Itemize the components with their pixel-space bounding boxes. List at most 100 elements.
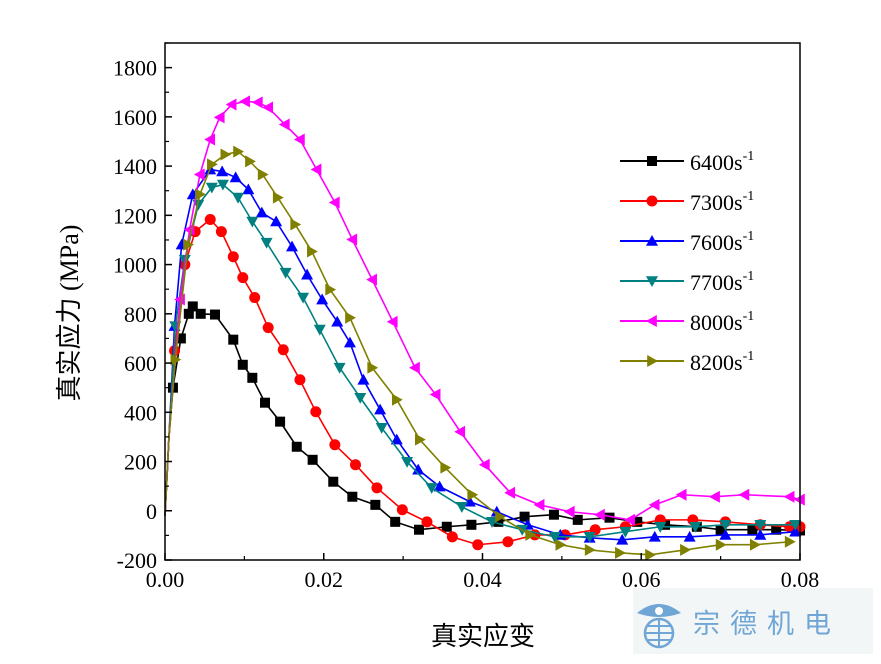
data-point [747,524,758,535]
data-point [409,361,420,374]
x-tick-label: 0.08 [781,567,820,592]
y-tick-label: 600 [124,351,157,376]
data-point [272,191,284,204]
data-point [390,516,401,527]
data-point [216,179,229,191]
series-7300s [164,214,806,551]
data-point [262,101,273,114]
data-point [645,548,656,561]
data-point [237,359,248,370]
data-point [204,214,216,226]
y-tick-label: 1600 [113,105,157,130]
data-point [249,292,261,304]
data-point [232,192,245,204]
data-point [239,95,250,108]
data-point [193,168,205,181]
data-point [386,315,398,328]
legend-label: 7300s-1 [690,189,754,215]
data-point [329,439,341,451]
data-point [715,538,727,551]
data-point [346,233,358,246]
data-point [207,158,218,171]
data-point [233,145,245,158]
legend-item: 8000s-1 [620,309,754,335]
data-point [291,441,302,452]
data-point [183,238,195,251]
legend-marker [646,235,658,246]
y-tick-label: 400 [124,400,157,425]
data-point [257,168,269,181]
data-point [433,480,446,492]
data-point [354,392,367,404]
y-tick-label: 1200 [113,203,157,228]
data-point [754,519,767,531]
data-point [783,490,795,503]
data-point [246,216,259,228]
series-6400s [164,301,805,536]
data-point [654,521,667,533]
data-point [347,491,358,502]
x-axis-label: 真实应变 [431,622,535,651]
series-8200s [164,145,796,561]
data-point [648,530,661,542]
data-point [738,488,750,501]
legend-label: 7700s-1 [690,269,754,295]
plot-frame [164,42,801,561]
axis-ticks: 0.00 0.02 0.04 0.06 0.08 -200 0 200 400 600 800 100… [113,42,820,592]
data-point [719,519,732,531]
data-point [454,425,466,438]
watermark-logo: 宗德机电 [633,588,873,654]
data-point [325,283,337,296]
data-point [345,311,356,324]
data-point [215,226,227,238]
data-point [680,543,691,556]
x-tick-label: 0.02 [305,567,344,592]
data-point [771,524,782,535]
series-layer [164,95,806,561]
legend-label: 8000s-1 [690,309,754,335]
data-point [297,292,310,304]
data-point [237,272,249,284]
watermark-text: 宗德机电 [693,608,841,640]
data-point [412,463,425,475]
data-point [216,165,229,177]
data-point [784,535,796,548]
data-point [466,519,477,530]
data-point [502,536,514,548]
data-point [789,525,802,537]
data-point [260,397,271,408]
data-point [525,528,537,541]
data-point [195,188,206,201]
data-point [472,539,484,551]
data-point [675,488,687,501]
data-point [220,148,232,161]
legend: 6400s-1 7300s-1 7600s-1 7700s-1 8000s-1 8200s… [620,149,754,375]
data-point [572,514,583,525]
series-7700s [164,179,802,543]
data-point [593,508,605,521]
data-point [247,372,258,383]
data-point [316,293,329,305]
data-point [227,251,239,263]
data-point [262,322,274,334]
y-tick-label: 0 [146,499,157,524]
data-point [307,454,318,465]
y-tick-label: 1400 [113,154,157,179]
data-point [242,183,255,195]
legend-marker [646,195,658,207]
data-point [293,133,305,146]
series-7600s [164,163,802,545]
x-tick-label: 0.00 [146,567,185,592]
y-tick-label: -200 [117,548,157,573]
data-point [555,538,567,551]
data-point [213,111,225,124]
data-point [425,483,438,494]
data-point [294,374,306,386]
data-point [391,393,403,406]
data-point [328,196,340,209]
data-point [604,512,615,523]
data-point [245,155,256,168]
data-point [486,517,499,528]
data-point [689,521,702,533]
